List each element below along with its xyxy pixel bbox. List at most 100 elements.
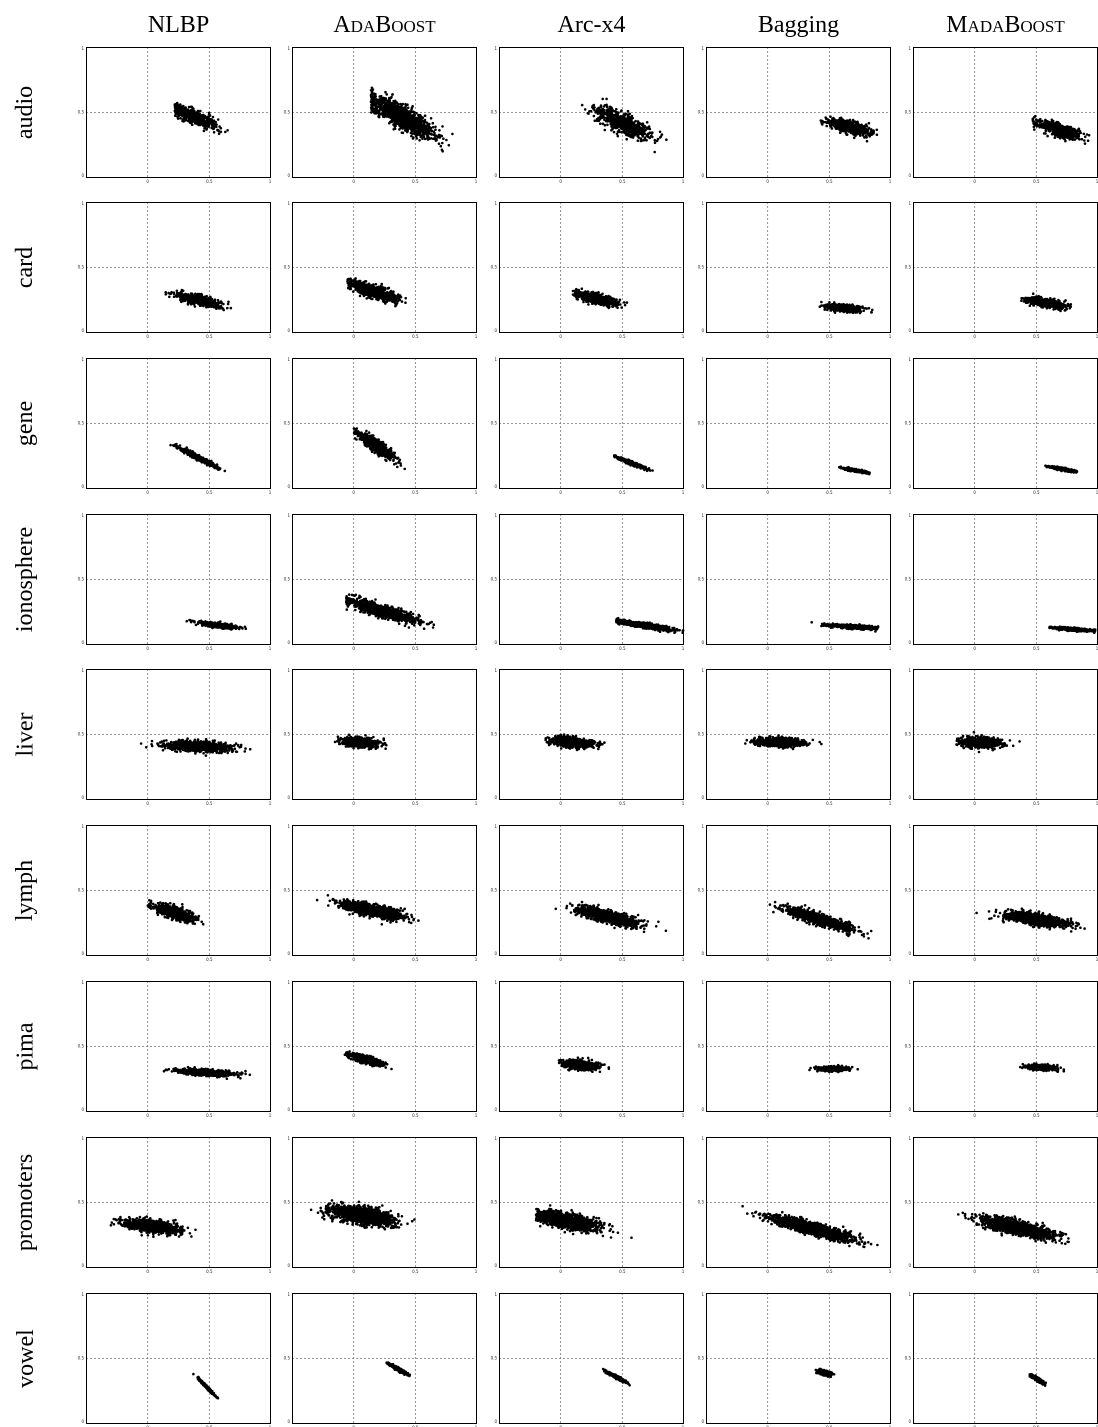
data-point — [847, 121, 851, 124]
data-point — [660, 133, 664, 136]
data-point — [619, 119, 622, 123]
data-point — [1077, 127, 1081, 131]
data-point — [370, 98, 373, 101]
data-point — [357, 290, 361, 294]
y-tick-label: 0 — [494, 173, 497, 178]
data-point — [397, 297, 400, 300]
column-title-4: MadaBoost — [913, 8, 1098, 42]
data-point — [633, 127, 637, 131]
scatter-points — [173, 101, 229, 135]
data-point — [635, 131, 639, 134]
data-point — [410, 106, 414, 110]
data-point — [401, 131, 405, 135]
data-point — [426, 128, 429, 131]
data-point — [1082, 132, 1086, 136]
data-point — [1077, 137, 1081, 141]
data-point — [403, 120, 407, 124]
data-point — [1072, 130, 1076, 133]
data-point — [615, 122, 618, 125]
data-point — [176, 109, 179, 112]
y-tick-label: 1 — [287, 46, 290, 51]
y-tick-label: 0 — [81, 328, 84, 333]
data-point — [213, 300, 217, 304]
panel-frame — [499, 47, 684, 178]
data-point — [844, 124, 848, 127]
data-point — [189, 302, 193, 306]
data-point — [841, 124, 845, 127]
data-point — [417, 131, 421, 135]
data-point — [1073, 127, 1076, 131]
data-point — [628, 124, 632, 127]
data-point — [190, 292, 194, 296]
data-point — [413, 113, 416, 117]
data-point — [875, 128, 879, 132]
data-point — [833, 119, 836, 122]
data-point — [388, 112, 391, 116]
x-tick-label: 0.5 — [619, 179, 626, 184]
data-point — [849, 131, 853, 135]
data-point — [400, 300, 404, 303]
data-point — [190, 123, 194, 126]
data-point — [832, 123, 836, 127]
data-point — [186, 303, 190, 306]
data-point — [381, 101, 385, 104]
data-point — [637, 136, 641, 139]
x-tick-label: 1 — [682, 179, 685, 184]
data-point — [1050, 121, 1054, 125]
data-point — [400, 108, 404, 111]
data-point — [415, 137, 419, 140]
data-point — [601, 97, 604, 101]
data-point — [867, 121, 871, 125]
data-point — [413, 111, 416, 114]
data-point — [591, 104, 594, 108]
y-tick-label: 0 — [908, 173, 911, 178]
data-point — [1068, 136, 1072, 139]
data-point — [403, 113, 407, 116]
data-point — [421, 116, 425, 119]
data-point — [203, 126, 206, 130]
data-point — [419, 119, 423, 123]
data-point — [387, 115, 391, 119]
scatter-panel-audio-3: 00.510 0.5 1 — [698, 46, 892, 184]
data-point — [370, 108, 373, 111]
data-point — [209, 121, 212, 124]
data-point — [603, 124, 607, 127]
data-point — [658, 130, 662, 134]
x-tick-label: 1 — [269, 179, 272, 184]
data-point — [1032, 122, 1036, 126]
data-point — [226, 306, 229, 310]
data-point — [1053, 128, 1056, 131]
data-point — [417, 113, 420, 117]
data-point — [626, 115, 630, 118]
data-point — [175, 101, 179, 105]
data-point — [1058, 126, 1061, 130]
data-point — [212, 131, 216, 134]
data-point — [358, 294, 362, 298]
data-point — [380, 282, 383, 286]
x-tick-label: 0 — [973, 179, 976, 184]
data-point — [410, 134, 413, 138]
data-point — [824, 120, 827, 124]
data-point — [226, 129, 229, 132]
data-point — [861, 124, 864, 128]
data-point — [1063, 134, 1066, 137]
data-point — [394, 118, 397, 121]
data-point — [416, 119, 419, 122]
data-point — [847, 130, 850, 133]
data-point — [630, 118, 633, 121]
data-point — [218, 125, 221, 128]
data-point — [182, 106, 185, 109]
data-point — [609, 120, 613, 123]
data-point — [214, 123, 217, 126]
data-point — [428, 122, 431, 126]
data-point — [405, 130, 409, 134]
data-point — [1034, 114, 1037, 118]
data-point — [181, 293, 184, 296]
row-title-label: lymph — [13, 860, 40, 921]
x-tick-label: 0 — [559, 179, 562, 184]
row-title-label: ionosphere — [13, 527, 40, 632]
data-point — [404, 102, 407, 106]
data-point — [636, 128, 639, 131]
scatter-panel-audio-0: 00.510 0.5 1 — [78, 46, 272, 184]
data-point — [839, 121, 842, 125]
